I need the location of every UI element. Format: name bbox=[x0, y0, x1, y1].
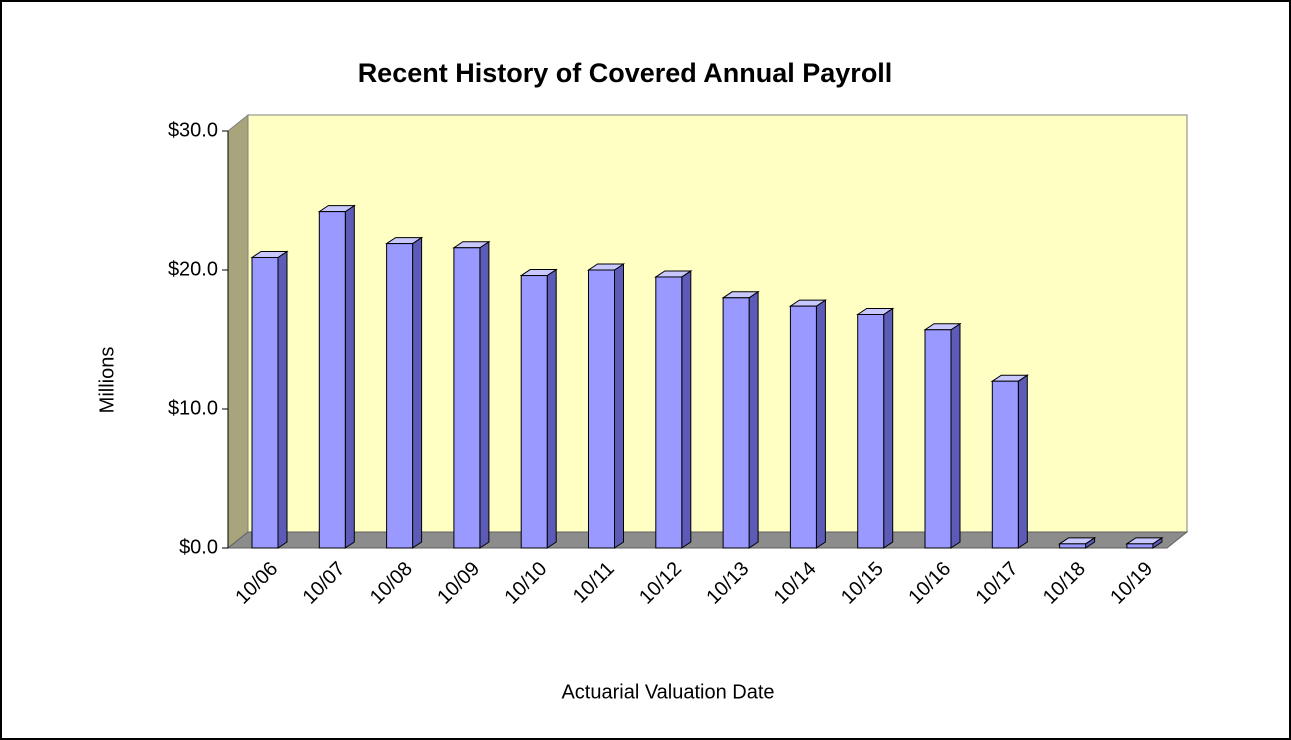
bar-side bbox=[614, 263, 624, 549]
bar-side bbox=[412, 236, 423, 549]
y-tick-label: $0.0 bbox=[179, 536, 218, 558]
bar-side bbox=[479, 240, 490, 549]
y-tick-label: $30.0 bbox=[168, 119, 218, 141]
y-axis-title: Millions bbox=[96, 347, 118, 414]
bar bbox=[386, 243, 414, 549]
bar-side bbox=[950, 322, 961, 549]
y-tick-label: $20.0 bbox=[168, 258, 218, 280]
y-tick-label: $10.0 bbox=[168, 397, 218, 419]
bar bbox=[453, 247, 481, 549]
bar-side bbox=[344, 204, 355, 549]
bar-side bbox=[748, 290, 759, 549]
bar bbox=[655, 276, 683, 549]
bar-side bbox=[815, 299, 826, 549]
bar bbox=[520, 275, 548, 549]
bar-side bbox=[546, 268, 557, 549]
chart-title: Recent History of Covered Annual Payroll bbox=[358, 58, 893, 88]
x-axis-title: Actuarial Valuation Date bbox=[561, 681, 774, 703]
side-wall bbox=[227, 113, 249, 550]
bar bbox=[991, 380, 1019, 549]
bar-side bbox=[681, 270, 692, 549]
bar-side bbox=[277, 250, 288, 549]
bar bbox=[251, 256, 279, 549]
bar-side bbox=[1017, 374, 1028, 549]
bar bbox=[318, 211, 346, 549]
bar bbox=[1059, 543, 1087, 549]
bar bbox=[857, 313, 885, 549]
floor bbox=[226, 531, 1189, 549]
bar bbox=[588, 269, 615, 549]
bar bbox=[789, 305, 817, 549]
bar bbox=[924, 329, 952, 549]
bar bbox=[1126, 543, 1154, 549]
bar-side bbox=[883, 307, 894, 549]
bar bbox=[722, 297, 750, 549]
